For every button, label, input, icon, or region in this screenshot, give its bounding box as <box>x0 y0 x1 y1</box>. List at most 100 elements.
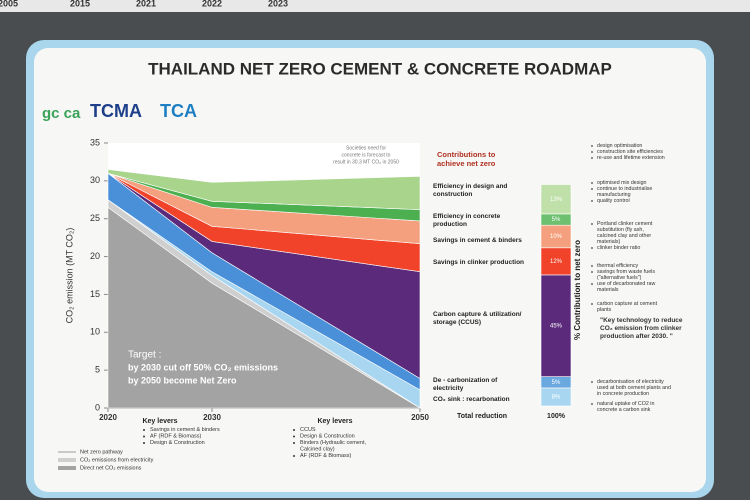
strip-year: 2005 <box>0 0 18 8</box>
top-strip <box>0 0 750 12</box>
bar-value-label: 13% <box>550 197 563 203</box>
bar-segment <box>540 184 572 215</box>
logo: TCA <box>160 101 197 121</box>
series-label: Savings in clinker production <box>433 259 524 266</box>
note: construction site efficiencies <box>597 149 663 155</box>
bullet <box>591 200 593 202</box>
key-lever: Binders (Hydraulic cement, Calcined clay) <box>300 440 366 453</box>
key-levers-title: Key levers <box>142 418 177 425</box>
strip-year: 2021 <box>136 0 156 8</box>
bar-value-label: 8% <box>552 395 561 401</box>
area <box>107 169 421 210</box>
y-tick-label: 20 <box>90 251 100 261</box>
key-levers-title: Key levers <box>317 418 352 425</box>
y-tick-label: 35 <box>90 137 100 147</box>
y-tick-label: 15 <box>90 289 100 299</box>
note: optimised mix design <box>597 180 647 186</box>
bullet <box>591 271 593 273</box>
note: decarbonisation of electricity used at bo… <box>597 379 671 397</box>
legend-label: Direct net CO₂ emissions <box>80 465 142 471</box>
logo: TCMA <box>90 101 142 121</box>
bullet <box>591 182 593 184</box>
bullet <box>591 157 593 159</box>
y-tick-label: 10 <box>90 327 100 337</box>
bar-value-label: 12% <box>550 259 563 265</box>
bullet <box>591 381 593 383</box>
y-tick-label: 30 <box>90 175 100 185</box>
x-tick-label: 2050 <box>411 413 429 422</box>
key-lever: Design & Construction <box>150 440 205 446</box>
bullet <box>591 303 593 305</box>
key-lever: AF (RDF & Biomass) <box>300 453 352 459</box>
note: savings from waste fuels ("alternative fu… <box>597 269 655 281</box>
key-lever: Design & Construction <box>300 434 355 440</box>
bullet <box>591 265 593 267</box>
bar-axis-label: % Contribution to net zero <box>573 240 582 340</box>
bullet <box>591 403 593 405</box>
series-label: CO₂ sink : recarbonation <box>433 396 510 403</box>
bullet <box>591 151 593 153</box>
key-lever: Savings in cement & binders <box>150 427 220 433</box>
bar-value-label: 5% <box>552 217 561 223</box>
title: THAILAND NET ZERO CEMENT & CONCRETE ROAD… <box>148 59 612 78</box>
bullet <box>143 429 145 431</box>
logo: gc ca <box>42 105 81 122</box>
note: re-use and lifetime extension <box>597 155 665 161</box>
strip-year: 2015 <box>70 0 90 8</box>
bullet <box>293 429 295 431</box>
bullet <box>293 455 295 457</box>
annotation: Societies need for <box>346 145 386 151</box>
bullet <box>591 188 593 190</box>
target-text: Target : <box>128 350 161 361</box>
note: clinker binder ratio <box>597 245 640 251</box>
bar-value-label: 5% <box>552 380 561 386</box>
bullet <box>143 442 145 444</box>
target-text: by 2050 become Net Zero <box>128 375 237 385</box>
y-tick-label: 0 <box>95 402 100 412</box>
bar-value-label: 10% <box>550 234 563 240</box>
y-tick-label: 25 <box>90 213 100 223</box>
strip-year: 2023 <box>268 0 288 8</box>
total-label: Total reduction <box>457 413 507 420</box>
note-quote: "Key technology to reduce CO₂ emission fr… <box>600 317 683 340</box>
x-tick-label: 2020 <box>99 413 117 422</box>
legend-label: Net zero pathway <box>80 449 123 455</box>
bullet <box>293 442 295 444</box>
bar-value-label: 45% <box>550 323 563 329</box>
strip-year: 2022 <box>202 0 222 8</box>
series-label: Carbon capture & utilization/storage (CC… <box>433 311 522 326</box>
bullet <box>591 223 593 225</box>
y-tick-label: 5 <box>95 365 100 375</box>
note: use of decarbonated raw materials <box>597 281 655 293</box>
bullet <box>591 145 593 147</box>
key-lever: CCUS <box>300 427 316 433</box>
bullet <box>293 435 295 438</box>
legend-label: CO₂ emissions from electricity <box>80 457 154 463</box>
bullet <box>143 435 145 438</box>
series-label: De - carbonization of electricity <box>433 377 498 392</box>
legend-swatch <box>58 466 76 470</box>
contrib-title: Contributions to achieve net zero <box>437 150 496 168</box>
note: design optimisation <box>597 143 642 149</box>
note: natural uptake of CO2 in concrete a carbo… <box>597 401 654 413</box>
note: quality control <box>597 198 630 204</box>
annotation: concrete is forecast to <box>342 152 391 158</box>
total-value: 100% <box>547 413 566 420</box>
series-label: Efficiency in concrete production <box>433 213 501 228</box>
legend-swatch <box>58 458 76 462</box>
target-text: by 2030 cut off 50% CO₂ emissions <box>128 362 278 372</box>
bar-segment <box>540 274 572 377</box>
bullet <box>591 283 593 285</box>
x-tick-label: 2030 <box>203 413 221 422</box>
annotation: result in 30.3 MT CO₂ in 2050 <box>333 159 399 165</box>
note: thermal efficiency <box>597 263 638 269</box>
note: carbon capture at cement plants <box>597 301 658 313</box>
bar-segment <box>540 247 572 276</box>
y-axis-label: CO₂ emission (MT CO₂) <box>64 228 74 324</box>
note: continue to industrialise manufacturing <box>597 186 652 198</box>
series-label: Efficiency in design and construction <box>433 183 507 198</box>
note: Portland clinker cement substitution (fly… <box>597 221 653 245</box>
series-label: Savings in cement & binders <box>433 237 522 244</box>
